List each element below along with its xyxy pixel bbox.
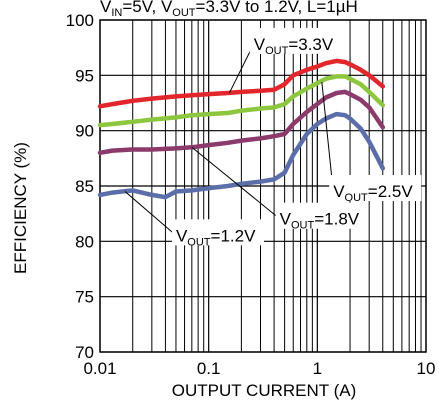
title-out-subscript: OUT [172,7,196,19]
title-v-prefix: V [100,0,112,16]
series-line [97,74,386,128]
x-axis-title: OUTPUT CURRENT (A) [172,381,357,400]
annotation-label: VOUT=2.5V [333,182,413,204]
y-tick-label: 90 [75,122,94,141]
plot-frame [99,19,427,353]
y-tick-label: 100 [66,11,94,30]
annotation-leader [124,191,177,236]
x-tick-label: 0.1 [197,359,221,378]
annotation-label-subscript: OUT [345,192,369,204]
y-tick-label: 85 [75,177,94,196]
annotation-label-subscript: OUT [265,45,289,57]
y-tick-label: 70 [75,343,94,362]
series-lines [97,58,386,200]
annotation-leader [191,146,280,220]
annotation-leader [321,81,334,192]
annotation-label-subscript: OUT [187,236,211,248]
y-tick-label: 75 [75,288,94,307]
title-in-rest: =5V, V [122,0,173,16]
tick-labels: 70 75 80 85 90 95 100 0.01 0.1 1 10 [66,11,436,378]
annotation-label-main: V [333,182,345,201]
annotation-label-background [249,27,342,54]
annotation-label: VOUT=3.3V [254,35,334,57]
annotation-label-value: =1.8V [314,210,360,229]
annotation-label-value: =2.5V [368,182,414,201]
annotation-label-background [171,219,264,246]
annotation-label-main: V [254,35,266,54]
y-axis-title: EFFICIENCY (%) [11,142,30,274]
series-line [97,89,386,156]
chart-title: VIN=5V, VOUT=3.3V to 1.2V, L=1µH [100,0,358,19]
annotation-label-background [329,175,422,202]
annotation-label-value: =3.3V [288,35,334,54]
annotation-label: VOUT=1.2V [176,226,256,248]
x-tick-label: 0.01 [83,359,116,378]
y-tick-label: 80 [75,232,94,251]
annotation-leader [228,43,255,94]
annotation-label-subscript: OUT [291,220,315,232]
title-out-rest: =3.3V to 1.2V, L=1µH [196,0,358,16]
title-in-subscript: IN [111,7,122,19]
x-tick-label: 10 [417,359,436,378]
annotation-label: VOUT=1.8V [280,210,360,232]
annotation-label-main: V [280,210,292,229]
series-line [97,111,386,200]
x-tick-label: 1 [313,359,322,378]
annotation-label-main: V [176,226,188,245]
y-tick-label: 95 [75,66,94,85]
annotation-label-background [275,202,368,229]
annotation-label-value: =1.2V [211,226,257,245]
series-line [97,58,386,109]
